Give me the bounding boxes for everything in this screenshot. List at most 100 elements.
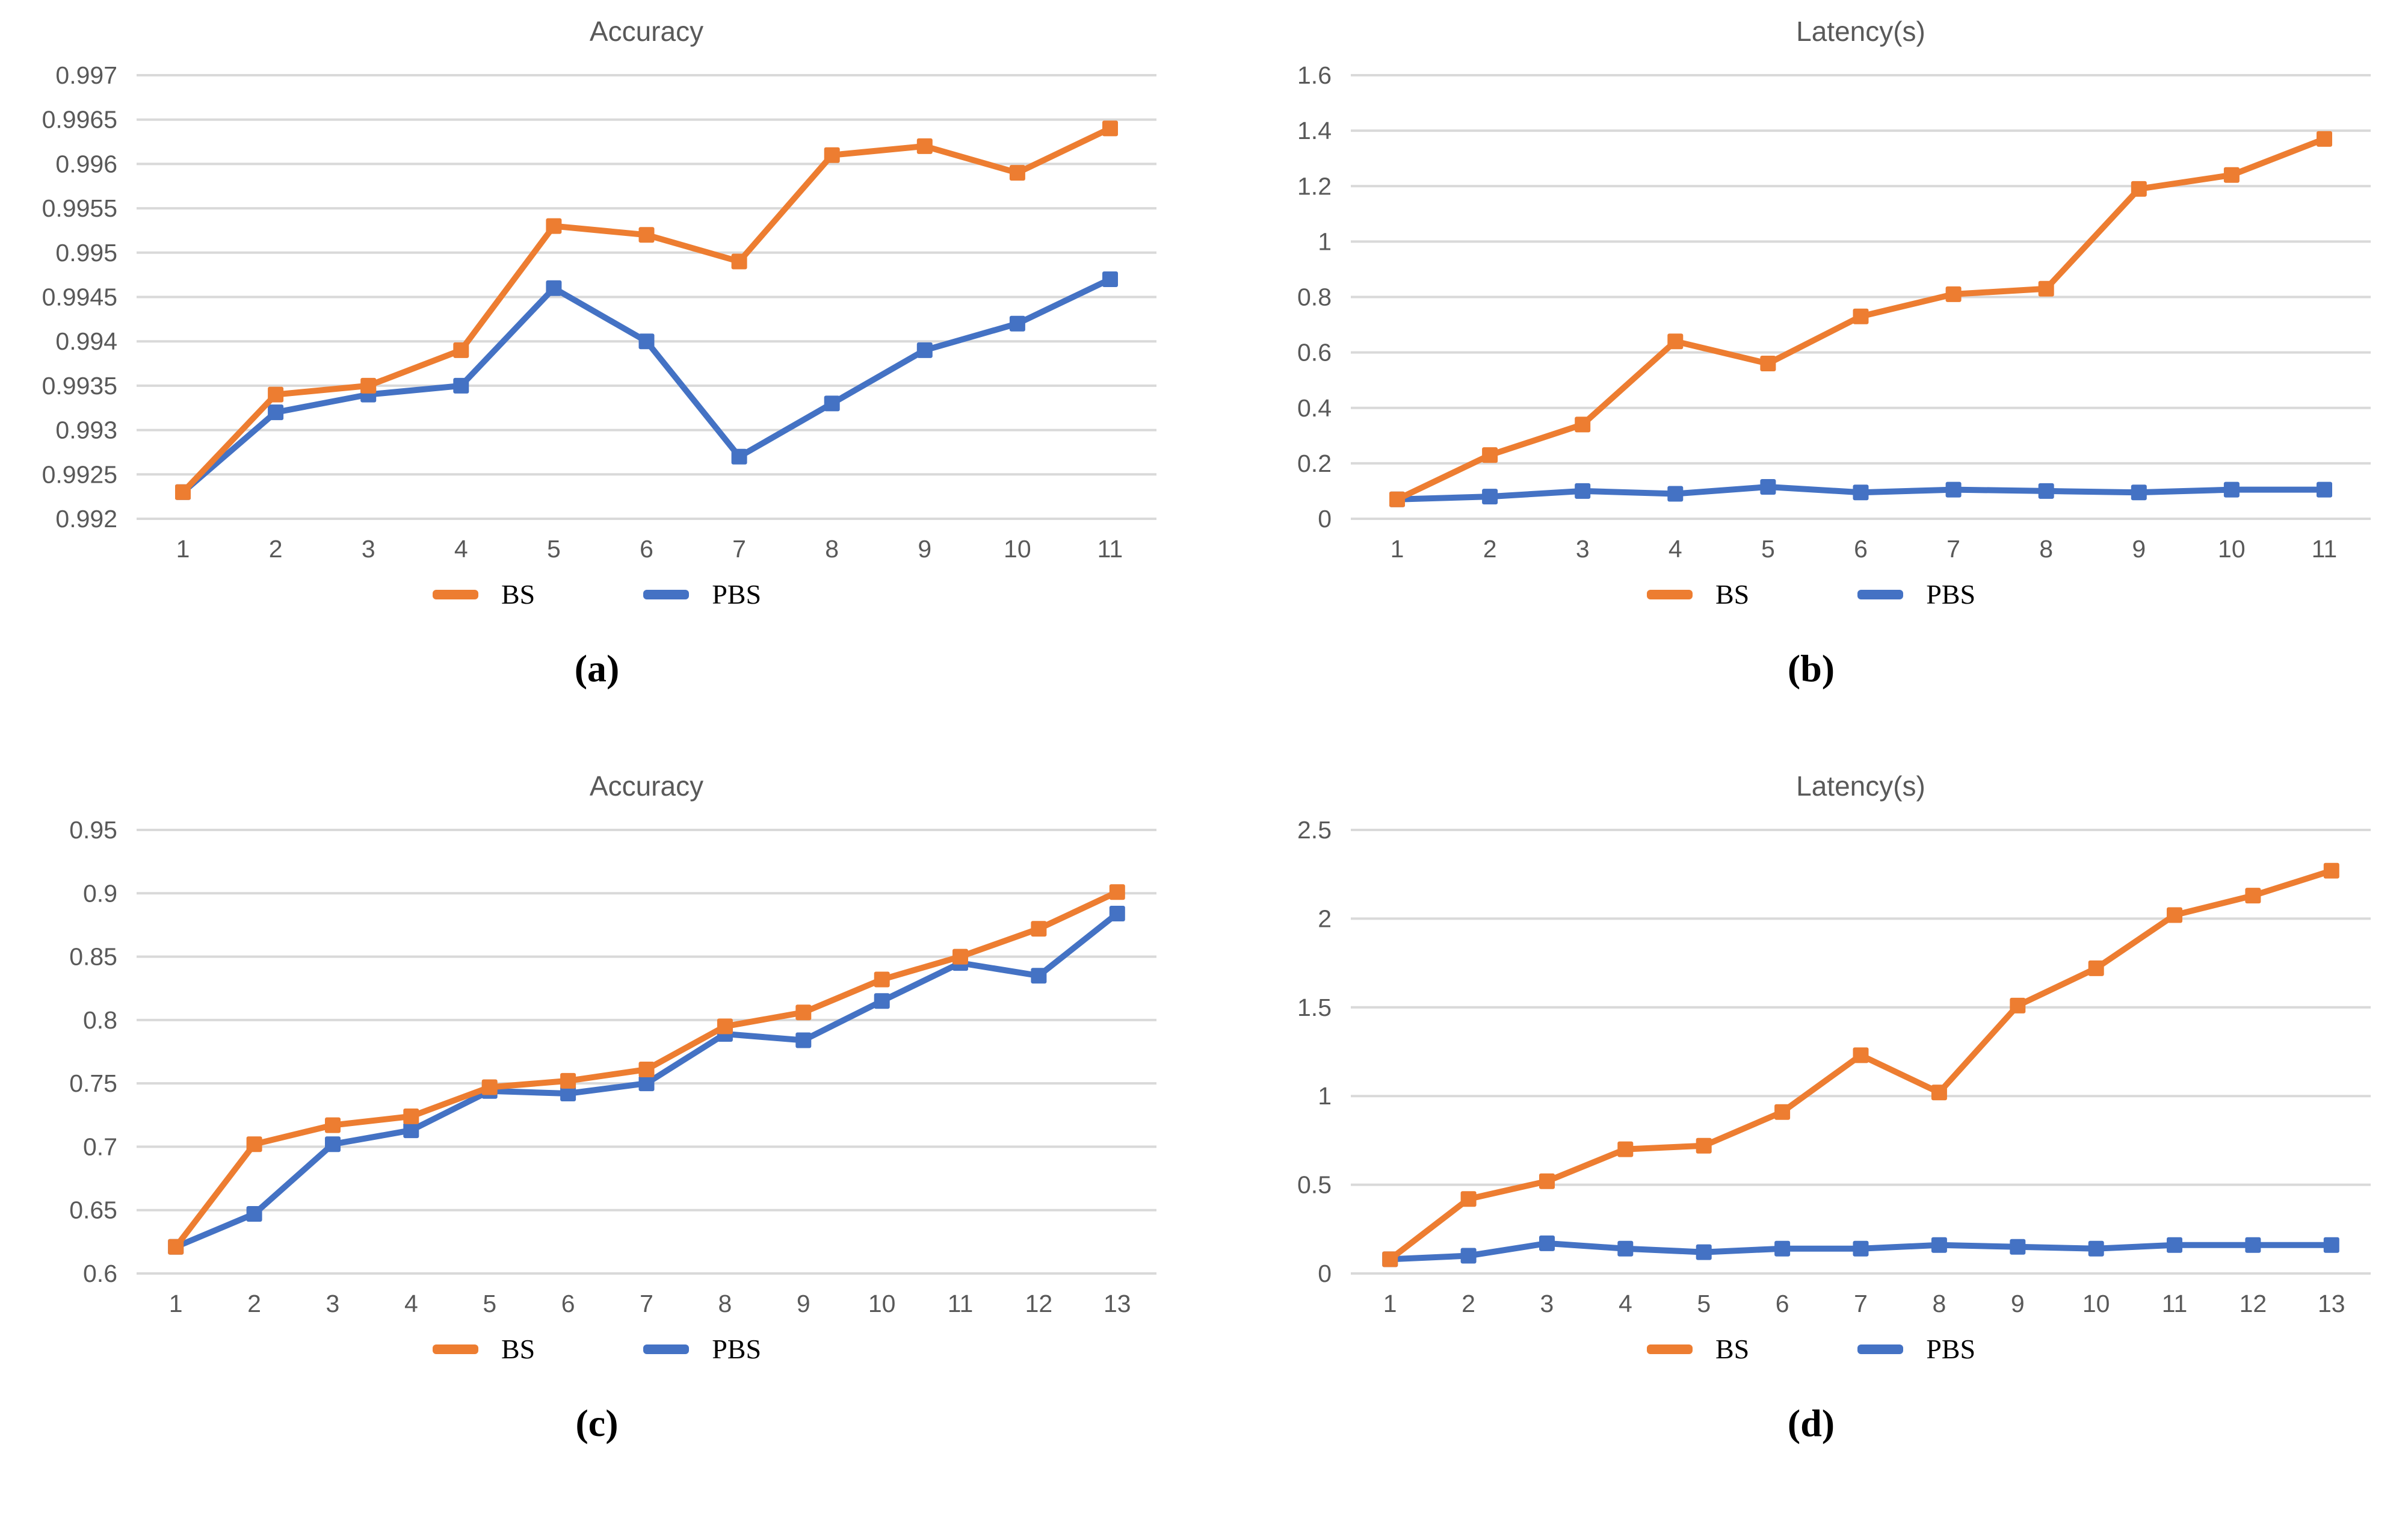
x-axis-tick-label: 3 bbox=[1576, 535, 1590, 563]
data-point-marker-pbs bbox=[1931, 1237, 1947, 1253]
x-axis-tick-label: 9 bbox=[2132, 535, 2146, 563]
legend-label: BS bbox=[1715, 579, 1750, 610]
legend-swatch-pbs bbox=[1857, 1344, 1904, 1354]
y-axis-tick-label: 0.9935 bbox=[42, 372, 117, 400]
y-axis-tick-label: 0.9965 bbox=[42, 106, 117, 134]
data-point-marker-pbs bbox=[1109, 906, 1125, 921]
x-axis-tick-label: 1 bbox=[1383, 1290, 1397, 1317]
data-point-marker-bs bbox=[952, 948, 968, 965]
x-axis-tick-label: 3 bbox=[326, 1290, 340, 1317]
chart-panel: Latency(s) 2.5 2 1.5 1 0.5 0 1 2 3 4 5 6 7 8 9 10 11 12 13 … bbox=[1221, 761, 2401, 1501]
data-point-marker-bs bbox=[1853, 308, 1869, 324]
y-axis-tick-label: 0.75 bbox=[69, 1069, 117, 1097]
y-axis-tick-label: 1.4 bbox=[1297, 117, 1332, 144]
y-axis-tick-label: 0.7 bbox=[83, 1133, 117, 1160]
data-point-marker-bs bbox=[360, 377, 377, 394]
x-axis-tick-label: 10 bbox=[2218, 535, 2246, 563]
legend-item-bs: BS bbox=[1646, 579, 1750, 610]
data-point-marker-pbs bbox=[1945, 481, 1962, 498]
y-axis-tick-label: 0.8 bbox=[83, 1006, 117, 1034]
chart-caption: (c) bbox=[575, 1402, 619, 1444]
data-point-marker-pbs bbox=[325, 1136, 341, 1153]
data-point-marker-pbs bbox=[874, 993, 890, 1009]
chart-panel: Latency(s) 1.6 1.4 1.2 1 0.8 0.6 0.4 0.2 0 1 2 3 4 5 6 7… bbox=[1221, 6, 2401, 746]
y-axis-tick-label: 0.9955 bbox=[42, 194, 117, 222]
data-point-marker-pbs bbox=[1760, 479, 1776, 495]
legend-label: BS bbox=[501, 1334, 536, 1364]
data-point-marker-bs bbox=[1617, 1141, 1634, 1157]
x-axis-tick-label: 5 bbox=[547, 535, 561, 563]
x-axis-tick-label: 10 bbox=[1004, 535, 1031, 563]
data-point-marker-pbs bbox=[1774, 1240, 1791, 1257]
data-point-marker-pbs bbox=[1539, 1235, 1555, 1251]
legend-swatch-pbs bbox=[1857, 590, 1904, 599]
chart-legend: BS PBS bbox=[432, 577, 761, 613]
chart-title: Accuracy bbox=[590, 770, 703, 802]
data-point-marker-bs bbox=[1696, 1137, 1712, 1154]
data-point-marker-bs bbox=[2038, 280, 2054, 297]
data-point-marker-pbs bbox=[453, 377, 469, 394]
data-point-marker-bs bbox=[2223, 167, 2240, 183]
line-chart: Latency(s)2.521.510.501 2 3 4 5 6 7 8 9 10 11 12 13 bbox=[1297, 770, 2371, 1317]
data-point-marker-bs bbox=[325, 1117, 341, 1133]
data-point-marker-bs bbox=[2245, 888, 2261, 904]
y-axis-tick-label: 0.994 bbox=[55, 327, 117, 355]
legend-swatch-bs bbox=[1646, 590, 1693, 599]
data-point-marker-pbs bbox=[1853, 484, 1869, 501]
data-point-marker-pbs bbox=[2088, 1240, 2104, 1257]
y-axis-tick-label: 0.65 bbox=[69, 1196, 117, 1224]
data-point-marker-bs bbox=[168, 1239, 184, 1255]
y-axis-tick-label: 0.6 bbox=[1297, 339, 1332, 367]
legend-item-pbs: PBS bbox=[643, 581, 761, 608]
data-point-marker-pbs bbox=[403, 1122, 419, 1139]
y-axis-tick-label: 0 bbox=[1318, 505, 1332, 533]
data-point-marker-bs bbox=[2317, 131, 2332, 147]
data-point-marker-pbs bbox=[916, 342, 933, 358]
x-axis-tick-label: 11 bbox=[1097, 535, 1123, 563]
x-axis-tick-label: 5 bbox=[1761, 535, 1775, 563]
x-axis-tick-label: 2 bbox=[1462, 1290, 1475, 1317]
data-point-marker-pbs bbox=[638, 1075, 655, 1092]
data-point-marker-pbs bbox=[2245, 1237, 2261, 1253]
x-axis-tick-label: 1 bbox=[176, 535, 190, 563]
data-point-marker-pbs bbox=[638, 333, 655, 350]
x-axis-tick-label: 4 bbox=[1669, 535, 1682, 563]
legend-swatch-bs bbox=[432, 590, 478, 599]
chart-title: Accuracy bbox=[590, 16, 703, 47]
x-axis-tick-label: 11 bbox=[2162, 1290, 2188, 1317]
data-point-marker-bs bbox=[1382, 1251, 1398, 1267]
data-point-marker-bs bbox=[638, 227, 655, 243]
data-point-marker-bs bbox=[916, 138, 933, 154]
x-axis-tick-label: 8 bbox=[1932, 1290, 1946, 1317]
data-point-marker-bs bbox=[1539, 1173, 1555, 1189]
x-axis-tick-label: 4 bbox=[1619, 1290, 1632, 1317]
data-point-marker-pbs bbox=[1102, 271, 1118, 287]
legend-label: BS bbox=[501, 579, 536, 610]
x-axis-tick-label: 13 bbox=[1104, 1290, 1131, 1317]
x-axis-tick-label: 2 bbox=[247, 1290, 261, 1317]
legend-label: PBS bbox=[712, 579, 762, 610]
x-axis-tick-label: 11 bbox=[2312, 535, 2338, 563]
x-axis-tick-label: 8 bbox=[2039, 535, 2053, 563]
chart-title: Latency(s) bbox=[1796, 770, 1925, 802]
x-axis-tick-label: 2 bbox=[269, 535, 283, 563]
x-axis-tick-label: 8 bbox=[718, 1290, 732, 1317]
legend-item-bs: BS bbox=[432, 1334, 536, 1364]
x-axis-tick-label: 12 bbox=[1025, 1290, 1053, 1317]
data-point-marker-pbs bbox=[2223, 481, 2240, 498]
data-point-marker-pbs bbox=[731, 448, 747, 465]
y-axis-tick-label: 0.4 bbox=[1297, 394, 1332, 422]
legend-item-pbs: PBS bbox=[1857, 1335, 1975, 1363]
x-axis-tick-label: 5 bbox=[1697, 1290, 1711, 1317]
data-point-marker-bs bbox=[246, 1136, 262, 1153]
series-line-bs bbox=[180, 125, 1113, 495]
legend-label: PBS bbox=[712, 1334, 762, 1364]
chart-legend: BS PBS bbox=[1646, 577, 1975, 613]
data-point-marker-pbs bbox=[1696, 1244, 1712, 1260]
legend-swatch-bs bbox=[432, 1344, 478, 1354]
x-axis-tick-label: 6 bbox=[1854, 535, 1868, 563]
chart-legend: BS PBS bbox=[432, 1331, 761, 1367]
data-point-marker-bs bbox=[2167, 907, 2182, 923]
legend-item-pbs: PBS bbox=[643, 1335, 761, 1363]
legend-label: BS bbox=[1715, 1334, 1750, 1364]
